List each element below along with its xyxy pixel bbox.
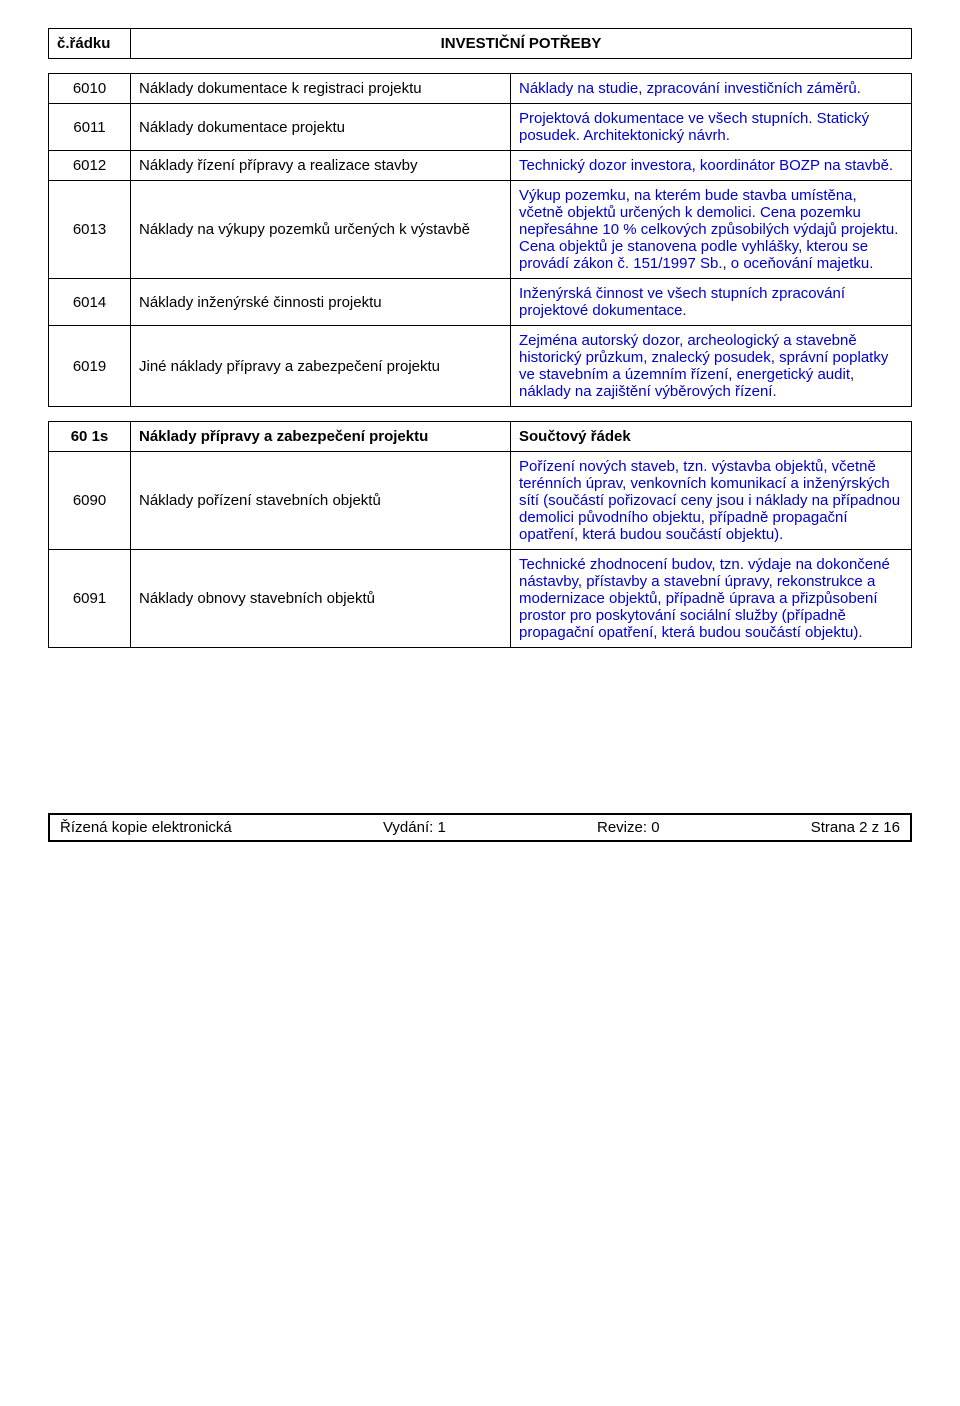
table-row: 6091 Náklady obnovy stavebních objektů T… bbox=[49, 550, 912, 648]
row-num: 6014 bbox=[49, 279, 131, 326]
table-row: 6013 Náklady na výkupy pozemků určených … bbox=[49, 181, 912, 279]
footer-mid1: Vydání: 1 bbox=[383, 819, 446, 836]
footer-right: Strana 2 z 16 bbox=[811, 819, 900, 836]
row-name: Náklady inženýrské činnosti projektu bbox=[131, 279, 511, 326]
row-desc: Náklady na studie, zpracování investiční… bbox=[511, 74, 912, 104]
table-row: 6019 Jiné náklady přípravy a zabezpečení… bbox=[49, 326, 912, 407]
row-desc: Pořízení nových staveb, tzn. výstavba ob… bbox=[511, 452, 912, 550]
table-header-row: č.řádku INVESTIČNÍ POTŘEBY bbox=[49, 29, 912, 59]
main-table: č.řádku INVESTIČNÍ POTŘEBY bbox=[48, 28, 912, 59]
rows-table-1: 6010 Náklady dokumentace k registraci pr… bbox=[48, 73, 912, 407]
row-num: 60 1s bbox=[49, 422, 131, 452]
row-num: 6091 bbox=[49, 550, 131, 648]
row-name: Náklady řízení přípravy a realizace stav… bbox=[131, 151, 511, 181]
row-desc: Zejména autorský dozor, archeologický a … bbox=[511, 326, 912, 407]
rows-table-2: 60 1s Náklady přípravy a zabezpečení pro… bbox=[48, 421, 912, 648]
row-num: 6012 bbox=[49, 151, 131, 181]
row-num: 6011 bbox=[49, 104, 131, 151]
table-row: 6012 Náklady řízení přípravy a realizace… bbox=[49, 151, 912, 181]
row-num: 6013 bbox=[49, 181, 131, 279]
document-page: č.řádku INVESTIČNÍ POTŘEBY 6010 Náklady … bbox=[0, 0, 960, 668]
row-name: Náklady dokumentace projektu bbox=[131, 104, 511, 151]
header-title: INVESTIČNÍ POTŘEBY bbox=[131, 29, 912, 59]
footer-mid1-val: 1 bbox=[437, 819, 445, 836]
row-name: Náklady pořízení stavebních objektů bbox=[131, 452, 511, 550]
row-num: 6090 bbox=[49, 452, 131, 550]
footer-spacer bbox=[0, 668, 960, 813]
row-desc: Inženýrská činnost ve všech stupních zpr… bbox=[511, 279, 912, 326]
row-desc: Výkup pozemku, na kterém bude stavba umí… bbox=[511, 181, 912, 279]
footer-left: Řízená kopie elektronická bbox=[60, 819, 232, 836]
page-footer: Řízená kopie elektronická Vydání: 1 Revi… bbox=[48, 813, 912, 842]
footer-mid2-label: Revize: bbox=[597, 819, 647, 836]
table-row: 6090 Náklady pořízení stavebních objektů… bbox=[49, 452, 912, 550]
row-desc: Součtový řádek bbox=[511, 422, 912, 452]
row-desc: Technické zhodnocení budov, tzn. výdaje … bbox=[511, 550, 912, 648]
row-name: Náklady dokumentace k registraci projekt… bbox=[131, 74, 511, 104]
row-name: Náklady přípravy a zabezpečení projektu bbox=[131, 422, 511, 452]
footer-mid2-val: 0 bbox=[651, 819, 659, 836]
table-row: 6014 Náklady inženýrské činnosti projekt… bbox=[49, 279, 912, 326]
row-num: 6010 bbox=[49, 74, 131, 104]
row-desc: Projektová dokumentace ve všech stupních… bbox=[511, 104, 912, 151]
row-name: Náklady obnovy stavebních objektů bbox=[131, 550, 511, 648]
table-row: 6011 Náklady dokumentace projektu Projek… bbox=[49, 104, 912, 151]
row-num: 6019 bbox=[49, 326, 131, 407]
row-desc: Technický dozor investora, koordinátor B… bbox=[511, 151, 912, 181]
row-name: Náklady na výkupy pozemků určených k výs… bbox=[131, 181, 511, 279]
header-col1: č.řádku bbox=[49, 29, 131, 59]
footer-mid1-label: Vydání: bbox=[383, 819, 433, 836]
table-row: 60 1s Náklady přípravy a zabezpečení pro… bbox=[49, 422, 912, 452]
row-name: Jiné náklady přípravy a zabezpečení proj… bbox=[131, 326, 511, 407]
table-row: 6010 Náklady dokumentace k registraci pr… bbox=[49, 74, 912, 104]
footer-mid2: Revize: 0 bbox=[597, 819, 660, 836]
